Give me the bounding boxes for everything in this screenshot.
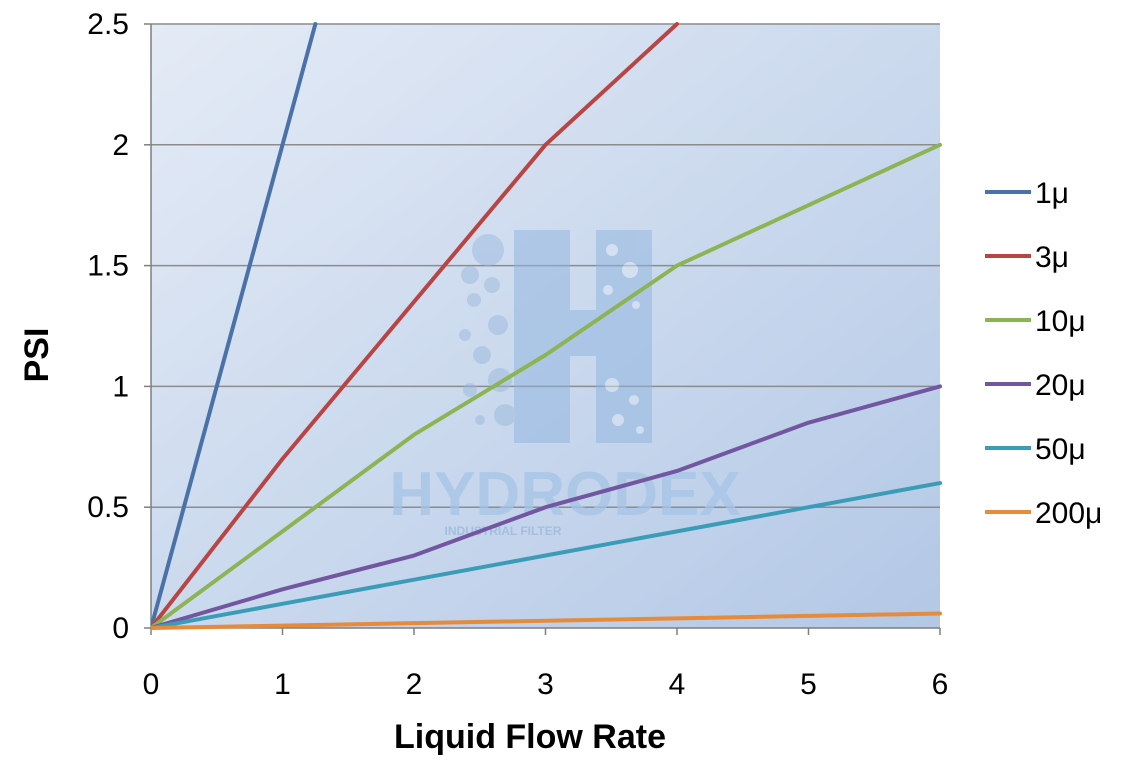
- x-tick-label: 5: [800, 668, 817, 701]
- x-tick-label: 3: [537, 668, 554, 701]
- watermark-logo: [459, 230, 652, 443]
- legend-item: 10μ: [985, 305, 1086, 338]
- series-line-200μ: [151, 611, 942, 630]
- legend-label: 3μ: [1035, 241, 1069, 274]
- legend-item: 3μ: [985, 241, 1069, 274]
- legend-label: 10μ: [1035, 305, 1086, 338]
- y-axis-title: PSI: [18, 328, 56, 383]
- x-tick-label: 4: [669, 668, 686, 701]
- series-line-1μ: [151, 22, 318, 630]
- legend-label: 50μ: [1035, 433, 1086, 466]
- x-tick-label: 1: [274, 668, 291, 701]
- tick-labels: 0 0.5 1 1.5 2 2.5 0 1 2 3 4 5 6: [87, 8, 948, 701]
- series-line-50μ: [151, 481, 942, 630]
- series-line-20μ: [151, 384, 942, 630]
- x-axis-title: Liquid Flow Rate: [394, 718, 666, 756]
- legend-item: 20μ: [985, 369, 1086, 402]
- y-tick-label: 1.5: [87, 250, 129, 283]
- watermark-brand: HYDRODEX: [389, 460, 740, 529]
- legend: 1μ 3μ 10μ 20μ 50μ 200μ: [985, 177, 1102, 530]
- legend-label: 1μ: [1035, 177, 1069, 210]
- legend-item: 200μ: [985, 497, 1102, 530]
- y-tick-label: 2: [112, 129, 129, 162]
- y-tick-label: 2.5: [87, 8, 129, 41]
- x-tick-label: 2: [406, 668, 423, 701]
- legend-label: 20μ: [1035, 369, 1086, 402]
- series-line-10μ: [151, 142, 942, 630]
- legend-item: 50μ: [985, 433, 1086, 466]
- x-tick-label: 0: [143, 668, 160, 701]
- y-tick-label: 0: [112, 612, 129, 645]
- y-tick-label: 0.5: [87, 491, 129, 524]
- x-tick-label: 6: [932, 668, 949, 701]
- axes: [144, 23, 941, 635]
- y-tick-label: 1: [112, 370, 129, 403]
- series-lines: [151, 22, 942, 630]
- legend-label: 200μ: [1035, 497, 1102, 530]
- legend-item: 1μ: [985, 177, 1069, 210]
- series-line-3μ: [151, 22, 679, 630]
